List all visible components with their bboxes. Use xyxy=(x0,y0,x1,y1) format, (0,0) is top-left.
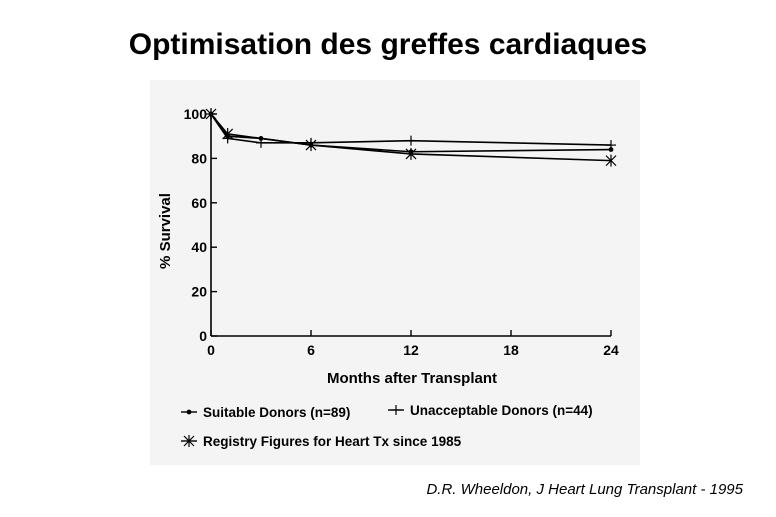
data-point xyxy=(606,140,616,151)
legend-label: Unacceptable Donors (n=44) xyxy=(410,403,593,418)
x-tick-label: 6 xyxy=(307,342,315,358)
data-point xyxy=(205,108,217,120)
x-tick-label: 24 xyxy=(603,342,619,358)
legend-label: Registry Figures for Heart Tx since 1985 xyxy=(203,434,462,449)
data-point xyxy=(391,405,401,415)
series-line xyxy=(210,113,612,153)
series-1 xyxy=(208,111,614,155)
series-3 xyxy=(205,108,617,167)
data-point xyxy=(406,135,416,146)
x-axis-label: Months after Transplant xyxy=(327,370,497,387)
citation: D.R. Wheeldon, J Heart Lung Transplant -… xyxy=(426,481,743,498)
legend-item: Registry Figures for Heart Tx since 1985 xyxy=(181,434,462,449)
y-axis-label: % Survival xyxy=(157,193,174,269)
data-point xyxy=(305,139,317,152)
x-tick-label: 12 xyxy=(403,342,419,358)
legend-item: Unacceptable Donors (n=44) xyxy=(388,403,593,418)
data-point xyxy=(405,147,417,160)
y-tick-label: 60 xyxy=(191,195,207,211)
x-tick-label: 18 xyxy=(503,342,519,358)
axes: 0 20 40 60 80 100 0 6 12 18 24 xyxy=(184,106,619,358)
data-point xyxy=(186,409,192,415)
y-tick-label: 100 xyxy=(184,106,208,122)
legend-item: Suitable Donors (n=89) xyxy=(181,405,350,420)
data-point xyxy=(222,127,234,140)
data-point xyxy=(183,435,195,447)
legend-label: Suitable Donors (n=89) xyxy=(203,405,350,420)
series-2 xyxy=(206,109,616,151)
y-tick-label: 40 xyxy=(191,239,207,255)
series-line xyxy=(210,113,612,146)
series-lines xyxy=(205,108,617,167)
y-tick-label: 20 xyxy=(191,284,207,300)
data-point xyxy=(256,137,266,148)
y-tick-label: 80 xyxy=(191,150,207,166)
legend: Suitable Donors (n=89) Unacceptable Donor… xyxy=(181,403,593,449)
slide-title: Optimisation des greffes cardiaques xyxy=(128,28,648,61)
x-tick-label: 0 xyxy=(207,342,215,358)
data-point xyxy=(605,154,617,167)
y-tick-label: 0 xyxy=(199,328,207,344)
